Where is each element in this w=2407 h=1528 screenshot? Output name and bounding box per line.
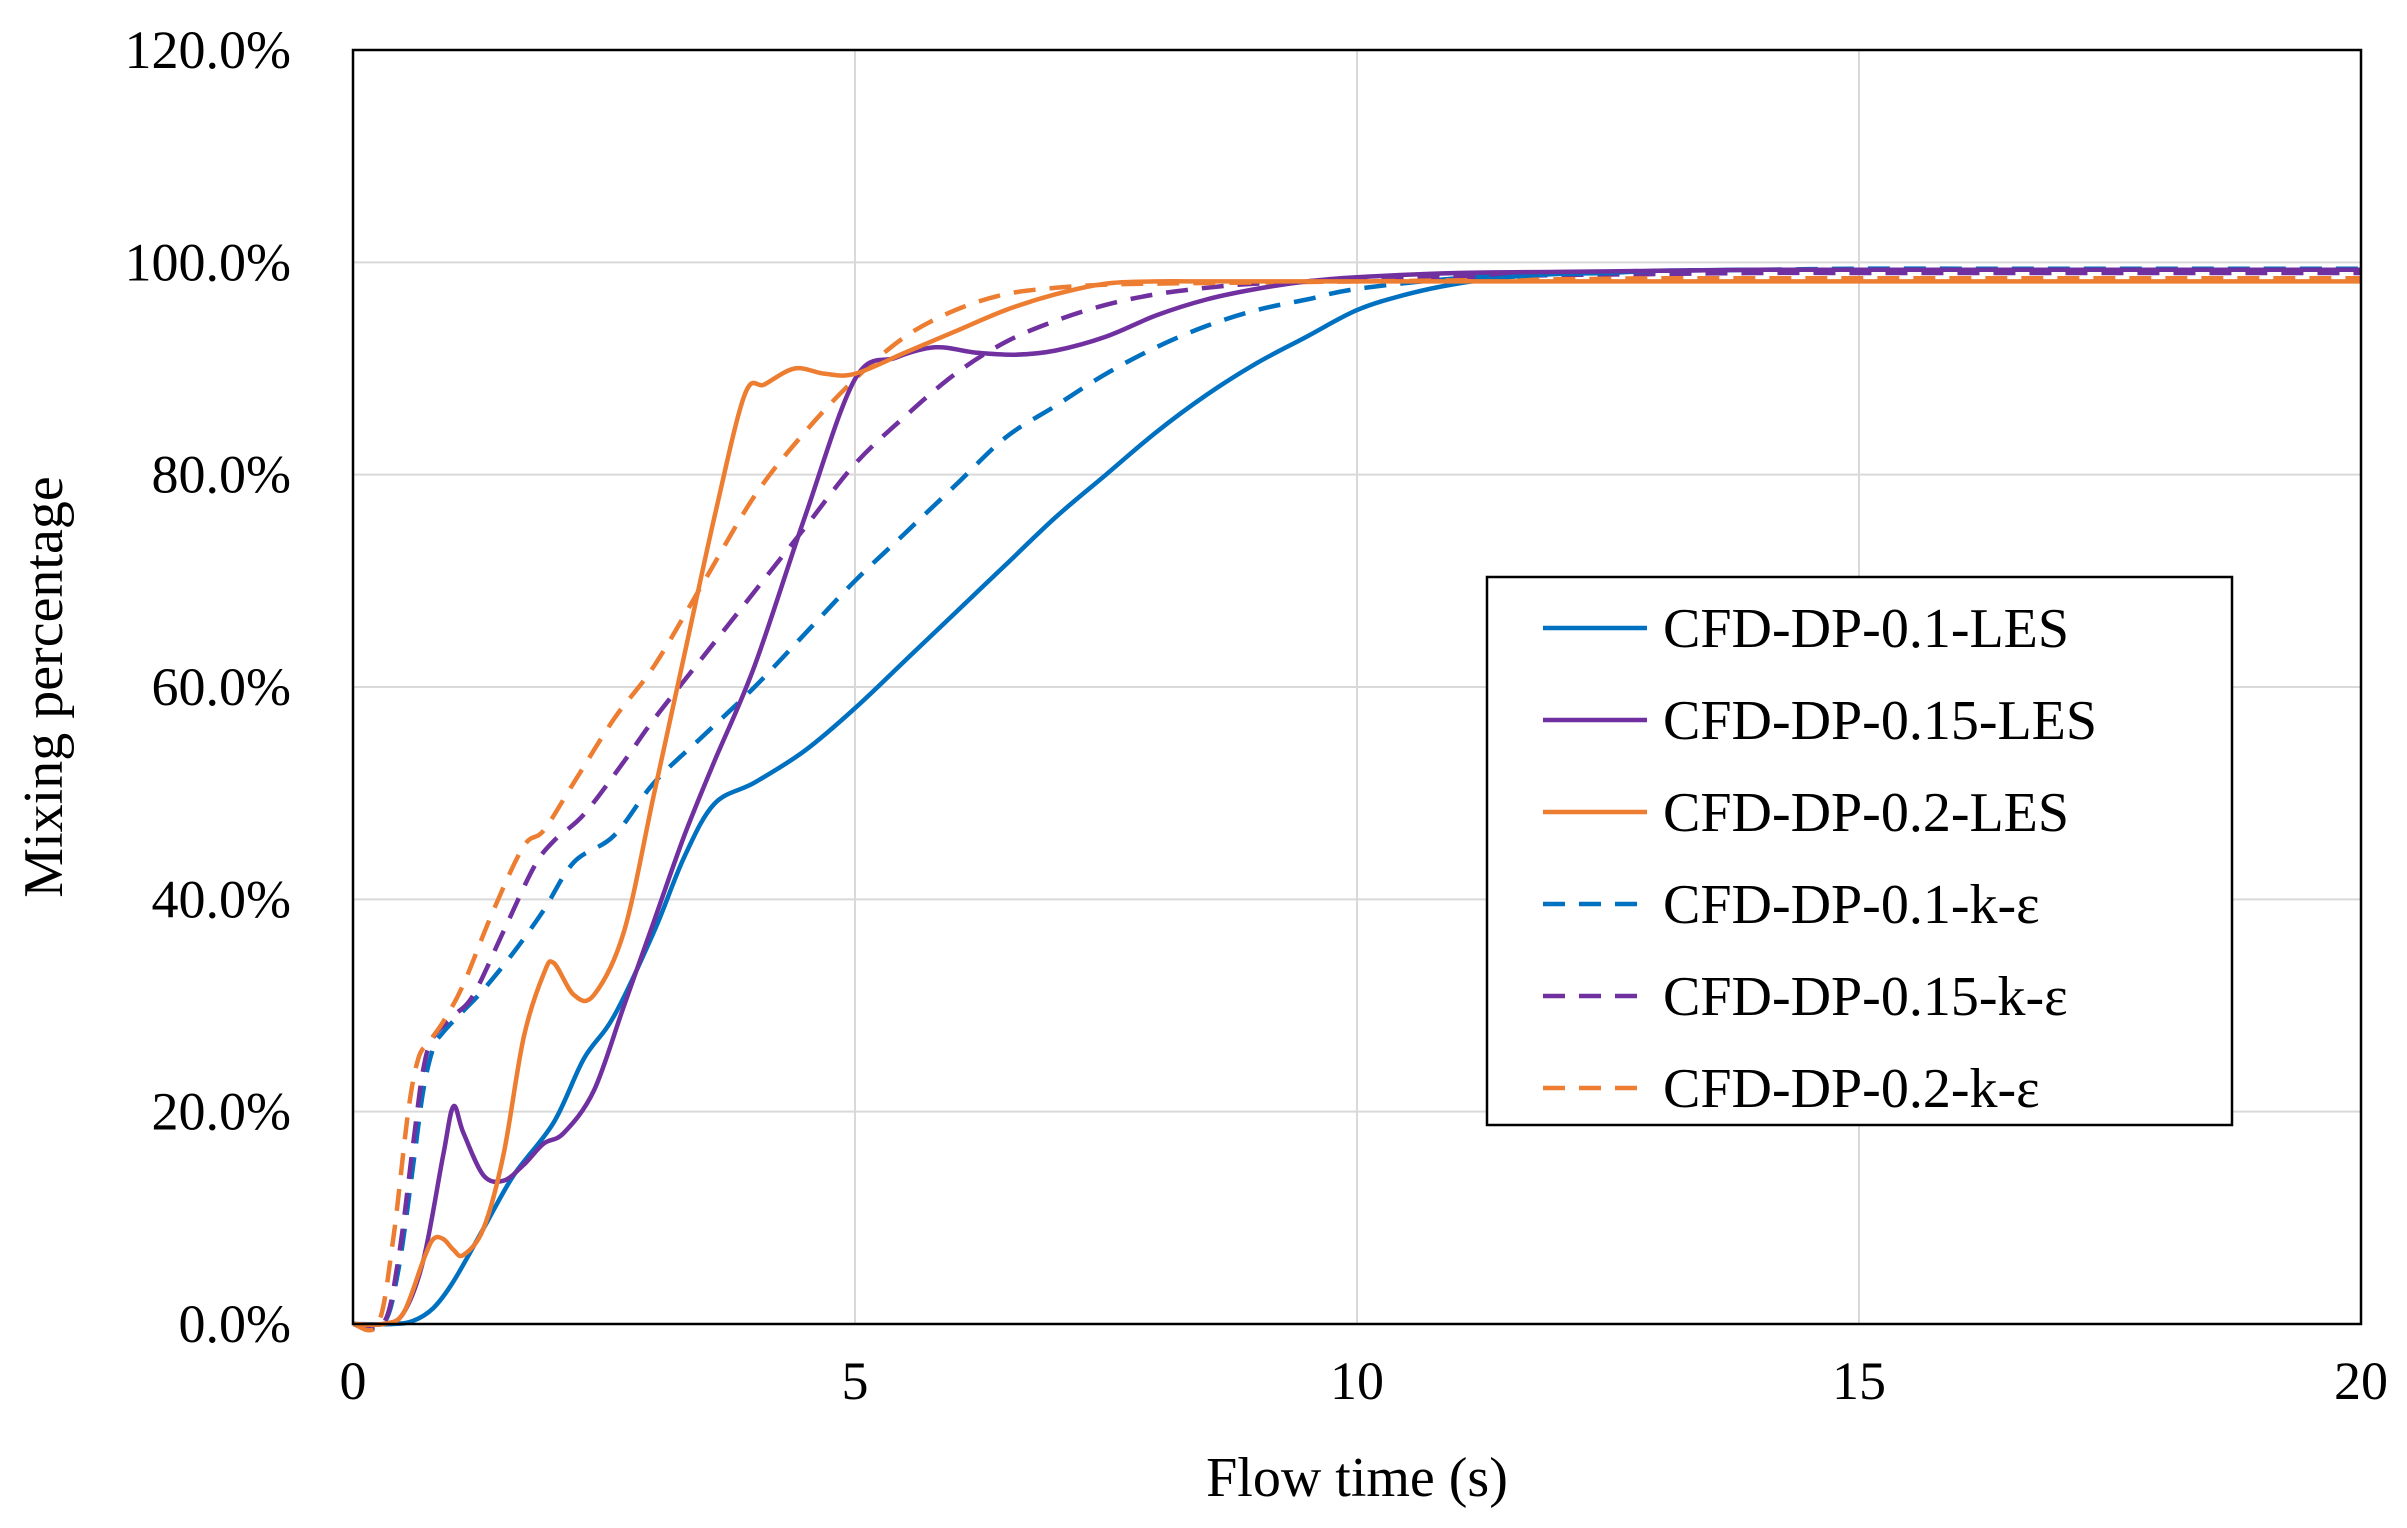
legend-label: CFD-DP-0.1-LES (1663, 598, 2069, 660)
series-line-2 (352, 279, 2361, 1328)
legend-label: CFD-DP-0.1-k-ε (1663, 874, 2040, 936)
y-axis-ticks: 0.0% 20.0% 40.0% 60.0% 80.0% 100.0% 120.0% (125, 20, 291, 1354)
legend-label: CFD-DP-0.2-k-ε (1663, 1058, 2040, 1120)
x-tick-label: 15 (1832, 1351, 1886, 1411)
plot-area-frame (351, 48, 2363, 1326)
x-axis-ticks: 0 5 10 15 20 (340, 1351, 2389, 1411)
x-tick-label: 5 (842, 1351, 869, 1411)
legend-label: CFD-DP-0.15-LES (1663, 690, 2097, 752)
series-line-5 (352, 275, 2361, 1333)
y-axis-title: Mixing percentage (13, 476, 75, 897)
legend-label: CFD-DP-0.2-LES (1663, 782, 2069, 844)
x-tick-label: 20 (2334, 1351, 2388, 1411)
y-tick-label: 60.0% (152, 657, 291, 717)
legend-box (1485, 575, 2234, 1127)
series-line-4 (352, 270, 2361, 1331)
legend-label: CFD-DP-0.15-k-ε (1663, 966, 2068, 1028)
y-tick-label: 80.0% (152, 445, 291, 505)
y-tick-label: 120.0% (125, 20, 291, 80)
x-axis-title: Flow time (s) (1206, 1447, 1508, 1509)
series-lines (352, 266, 2361, 1333)
y-tick-label: 0.0% (179, 1294, 291, 1354)
x-tick-label: 0 (340, 1351, 367, 1411)
y-tick-label: 40.0% (152, 869, 291, 929)
y-tick-label: 100.0% (125, 232, 291, 292)
y-tick-label: 20.0% (152, 1082, 291, 1142)
x-tick-label: 10 (1330, 1351, 1384, 1411)
legend: CFD-DP-0.1-LES CFD-DP-0.15-LES CFD-DP-0.2-… (1485, 575, 2234, 1127)
